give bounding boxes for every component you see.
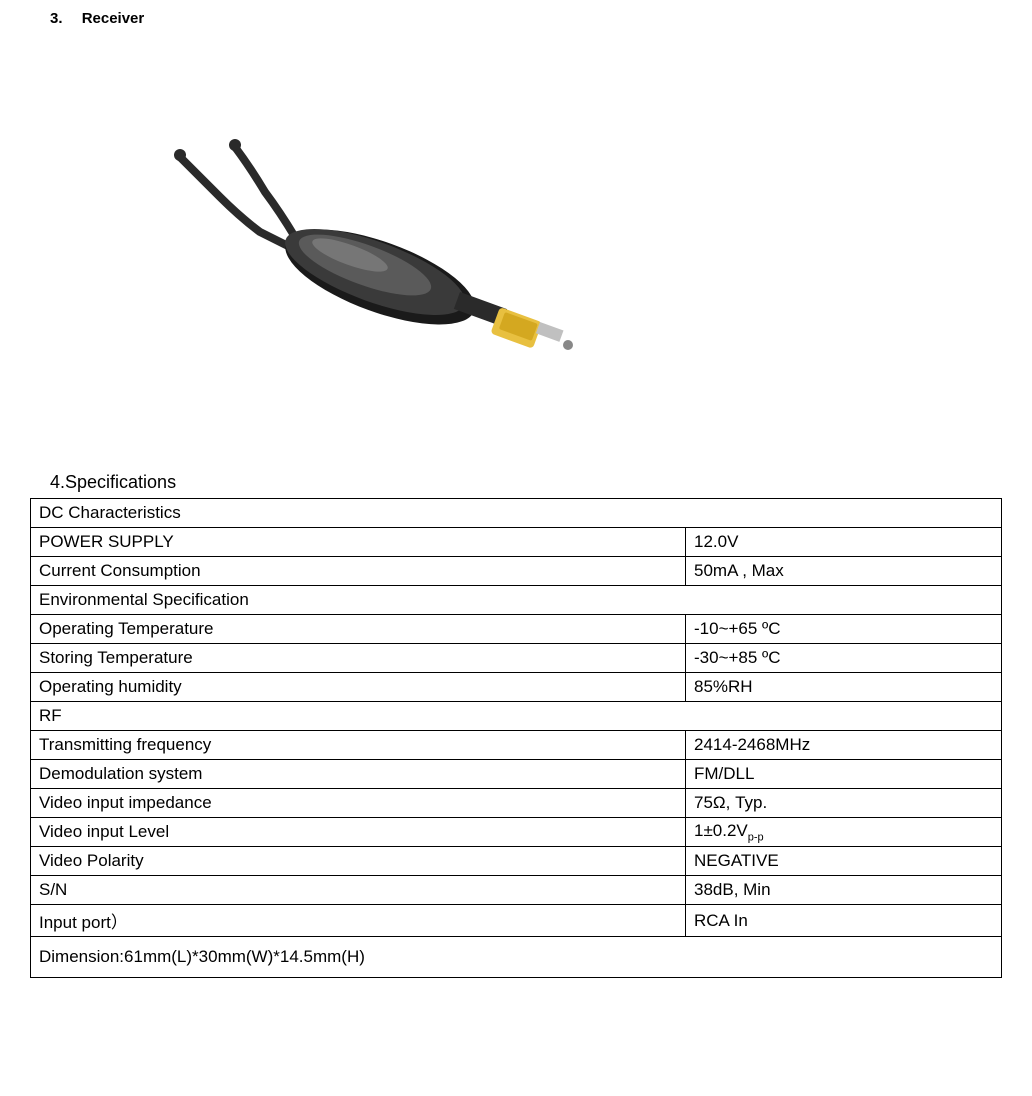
dimension-cell: Dimension:61mm(L)*30mm(W)*14.5mm(H) (31, 937, 1002, 978)
spec-label: Video input impedance (31, 789, 686, 818)
table-row: Environmental Specification (31, 586, 1002, 615)
spec-value: NEGATIVE (686, 847, 1002, 876)
section-header-cell: RF (31, 702, 1002, 731)
spec-value: -10~+65 ºC (686, 615, 1002, 644)
table-row: S/N 38dB, Min (31, 876, 1002, 905)
table-row: Video Polarity NEGATIVE (31, 847, 1002, 876)
table-row: Input port） RCA In (31, 905, 1002, 937)
spec-value-text: 1±0.2V (694, 821, 748, 840)
spec-label: Current Consumption (31, 557, 686, 586)
spec-label: Video Polarity (31, 847, 686, 876)
spec-label: POWER SUPPLY (31, 528, 686, 557)
spec-label: Demodulation system (31, 760, 686, 789)
table-row: Video input Level 1±0.2Vp-p (31, 818, 1002, 847)
table-row: Operating humidity 85%RH (31, 673, 1002, 702)
section-header-cell: Environmental Specification (31, 586, 1002, 615)
spec-label: S/N (31, 876, 686, 905)
section-heading: 3. Receiver (50, 10, 1002, 27)
spec-value: 85%RH (686, 673, 1002, 702)
spec-value: FM/DLL (686, 760, 1002, 789)
spec-label: Video input Level (31, 818, 686, 847)
receiver-device-icon (150, 97, 610, 417)
spec-label: Input port） (31, 905, 686, 937)
table-row: Current Consumption 50mA , Max (31, 557, 1002, 586)
table-row: POWER SUPPLY 12.0V (31, 528, 1002, 557)
table-row: Transmitting frequency 2414-2468MHz (31, 731, 1002, 760)
spec-label: Storing Temperature (31, 644, 686, 673)
specifications-heading: 4.Specifications (50, 472, 1002, 493)
table-row: Operating Temperature -10~+65 ºC (31, 615, 1002, 644)
specifications-table: DC Characteristics POWER SUPPLY 12.0V Cu… (30, 498, 1002, 978)
table-row: DC Characteristics (31, 499, 1002, 528)
spec-value: 38dB, Min (686, 876, 1002, 905)
section-header-cell: DC Characteristics (31, 499, 1002, 528)
spec-label: Transmitting frequency (31, 731, 686, 760)
spec-value: RCA In (686, 905, 1002, 937)
spec-value-subscript: p-p (748, 831, 764, 843)
table-row: Storing Temperature -30~+85 ºC (31, 644, 1002, 673)
spec-value: 50mA , Max (686, 557, 1002, 586)
spec-value: 75Ω, Typ. (686, 789, 1002, 818)
spec-value: 1±0.2Vp-p (686, 818, 1002, 847)
table-row: Video input impedance 75Ω, Typ. (31, 789, 1002, 818)
spec-label: Operating Temperature (31, 615, 686, 644)
table-row: RF (31, 702, 1002, 731)
table-row: Demodulation system FM/DLL (31, 760, 1002, 789)
spec-value: 12.0V (686, 528, 1002, 557)
heading-number: 3. (50, 10, 63, 27)
table-row: Dimension:61mm(L)*30mm(W)*14.5mm(H) (31, 937, 1002, 978)
spec-label: Operating humidity (31, 673, 686, 702)
spec-value: 2414-2468MHz (686, 731, 1002, 760)
product-image-area (30, 42, 1002, 472)
spec-value: -30~+85 ºC (686, 644, 1002, 673)
heading-title: Receiver (82, 10, 145, 27)
